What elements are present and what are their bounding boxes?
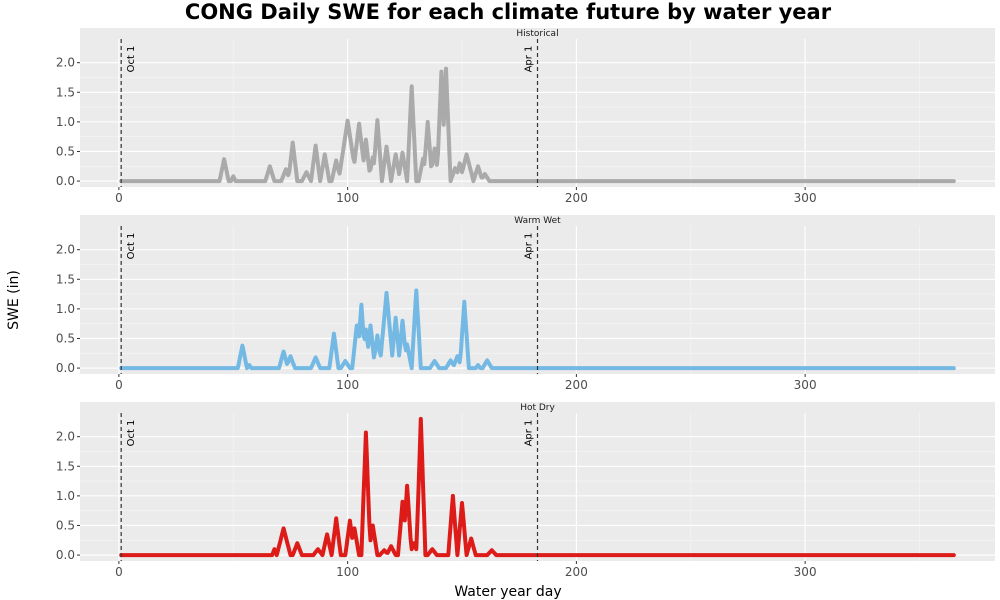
- chart-title: CONG Daily SWE for each climate future b…: [185, 0, 832, 24]
- facet-warm-wet: Warm Wet 0 100 200 300 0.0 0.5 1.0 1.5 2.0 Oct 1 Ap…: [56, 215, 995, 392]
- x-tick-label: 0: [115, 191, 123, 205]
- x-axis-title: Water year day: [454, 584, 561, 600]
- y-tick-label: 1.5: [56, 85, 75, 99]
- y-tick-label: 0.5: [56, 144, 75, 158]
- facet-strip-label: Historical: [516, 29, 558, 39]
- x-tick-label: 300: [794, 378, 817, 392]
- x-tick-label: 300: [794, 191, 817, 205]
- reference-line-label: Oct 1: [126, 420, 137, 447]
- reference-line-label: Oct 1: [126, 46, 137, 73]
- facet-historical: Historical 0 100 200 300 0.0 0.5 1.0 1.5 2.0 Oct 1…: [56, 28, 995, 205]
- reference-line-label: Apr 1: [524, 233, 535, 260]
- y-tick-label: 0.0: [56, 361, 75, 375]
- y-tick-label: 1.5: [56, 272, 75, 286]
- y-tick-label: 0.5: [56, 331, 75, 345]
- x-tick-label: 100: [336, 565, 359, 579]
- y-tick-label: 2.0: [56, 430, 75, 444]
- reference-line-label: Apr 1: [524, 420, 535, 447]
- x-tick-label: 100: [336, 191, 359, 205]
- facet-strip-label: Warm Wet: [514, 216, 561, 226]
- x-tick-label: 300: [794, 565, 817, 579]
- x-tick-label: 100: [336, 378, 359, 392]
- facet-strip: [80, 28, 995, 39]
- facet-strip: [80, 215, 995, 226]
- facet-strip: [80, 402, 995, 413]
- x-tick-label: 200: [565, 565, 588, 579]
- y-tick-label: 1.0: [56, 115, 75, 129]
- x-tick-label: 200: [565, 191, 588, 205]
- reference-line-label: Apr 1: [524, 46, 535, 73]
- y-tick-label: 1.0: [56, 489, 75, 503]
- y-tick-label: 1.5: [56, 459, 75, 473]
- facets-layer: Historical 0 100 200 300 0.0 0.5 1.0 1.5 2.0 Oct 1…: [56, 28, 995, 579]
- facet-strip-label: Hot Dry: [520, 403, 555, 413]
- y-tick-label: 0.0: [56, 548, 75, 562]
- x-tick-label: 0: [115, 565, 123, 579]
- y-tick-label: 2.0: [56, 56, 75, 70]
- y-tick-label: 0.0: [56, 174, 75, 188]
- reference-line-label: Oct 1: [126, 233, 137, 260]
- facet-hot-dry: Hot Dry 0 100 200 300 0.0 0.5 1.0 1.5 2.0 Oct 1 Apr…: [56, 402, 995, 579]
- x-tick-label: 200: [565, 378, 588, 392]
- y-tick-label: 0.5: [56, 518, 75, 532]
- y-axis-title: SWE (in): [6, 270, 22, 330]
- x-tick-label: 0: [115, 378, 123, 392]
- y-tick-label: 1.0: [56, 302, 75, 316]
- y-tick-label: 2.0: [56, 243, 75, 257]
